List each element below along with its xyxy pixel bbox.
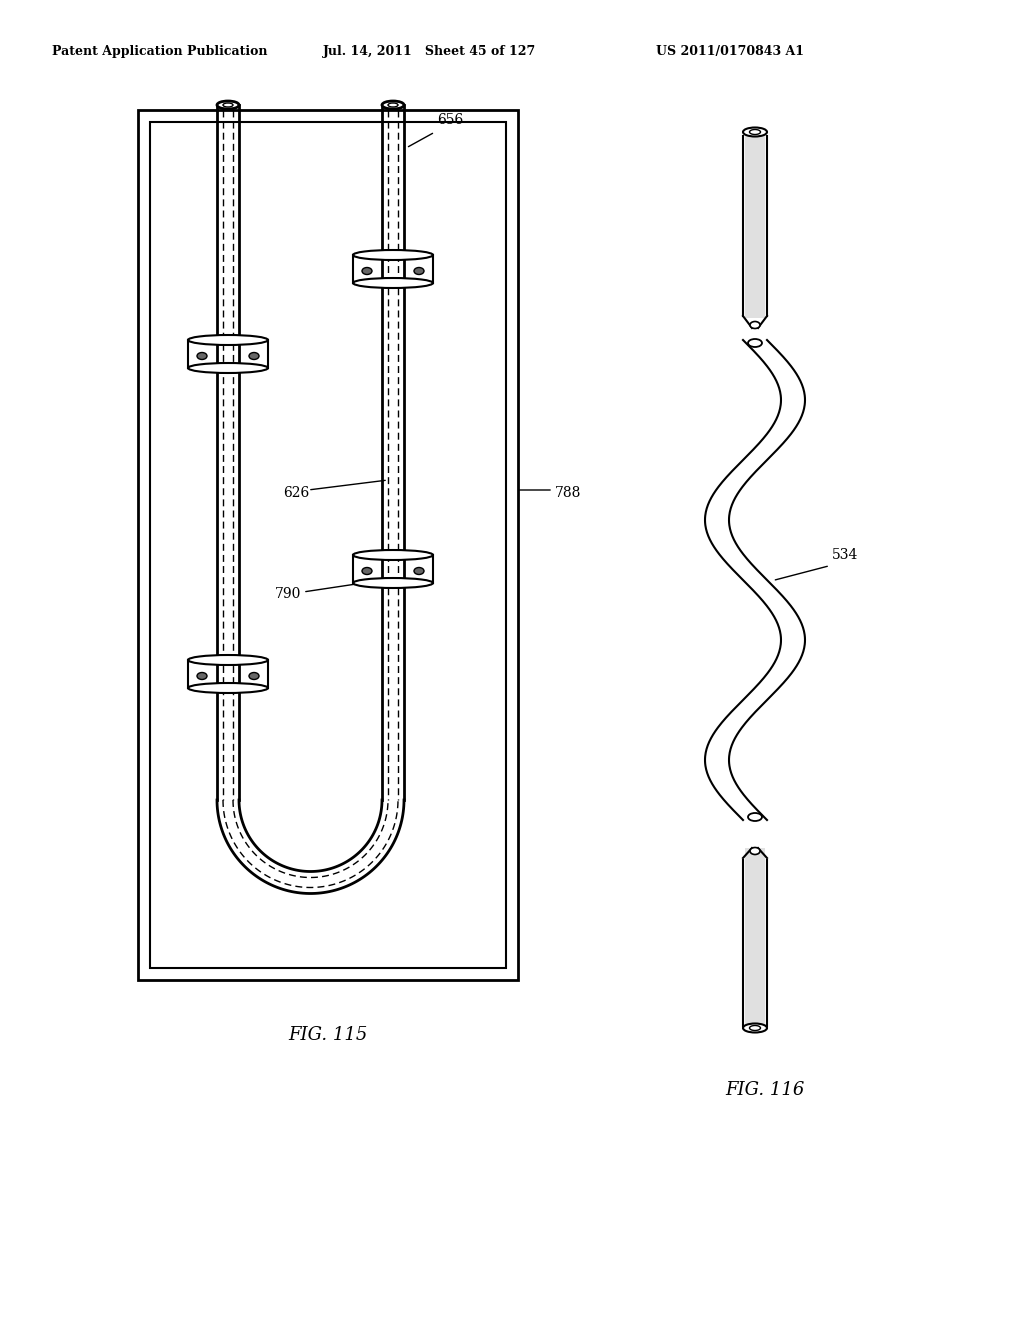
- Ellipse shape: [188, 335, 268, 345]
- Ellipse shape: [249, 672, 259, 680]
- Ellipse shape: [750, 322, 760, 329]
- Text: FIG. 116: FIG. 116: [725, 1081, 805, 1100]
- Ellipse shape: [414, 568, 424, 574]
- Ellipse shape: [353, 578, 433, 587]
- Text: FIG. 115: FIG. 115: [289, 1026, 368, 1044]
- Bar: [745, 132, 765, 318]
- Ellipse shape: [748, 339, 762, 347]
- Ellipse shape: [353, 279, 433, 288]
- Ellipse shape: [362, 568, 372, 574]
- Text: US 2011/0170843 A1: US 2011/0170843 A1: [656, 45, 804, 58]
- Text: Patent Application Publication: Patent Application Publication: [52, 45, 267, 58]
- Ellipse shape: [197, 352, 207, 359]
- Text: 626: 626: [283, 486, 309, 500]
- Ellipse shape: [748, 813, 762, 821]
- Ellipse shape: [743, 1023, 767, 1032]
- Ellipse shape: [188, 655, 268, 665]
- Ellipse shape: [197, 672, 207, 680]
- Ellipse shape: [743, 128, 767, 136]
- Ellipse shape: [188, 682, 268, 693]
- Text: 788: 788: [555, 486, 582, 500]
- Text: Jul. 14, 2011   Sheet 45 of 127: Jul. 14, 2011 Sheet 45 of 127: [324, 45, 537, 58]
- Ellipse shape: [414, 268, 424, 275]
- Ellipse shape: [750, 847, 760, 854]
- Ellipse shape: [217, 102, 239, 110]
- Text: 790: 790: [275, 587, 301, 601]
- Ellipse shape: [353, 550, 433, 560]
- Ellipse shape: [382, 102, 404, 110]
- Ellipse shape: [353, 249, 433, 260]
- Text: 534: 534: [831, 548, 858, 561]
- Bar: [745, 847, 765, 1028]
- Ellipse shape: [249, 352, 259, 359]
- Ellipse shape: [362, 268, 372, 275]
- Text: 656: 656: [437, 114, 463, 127]
- Ellipse shape: [188, 363, 268, 374]
